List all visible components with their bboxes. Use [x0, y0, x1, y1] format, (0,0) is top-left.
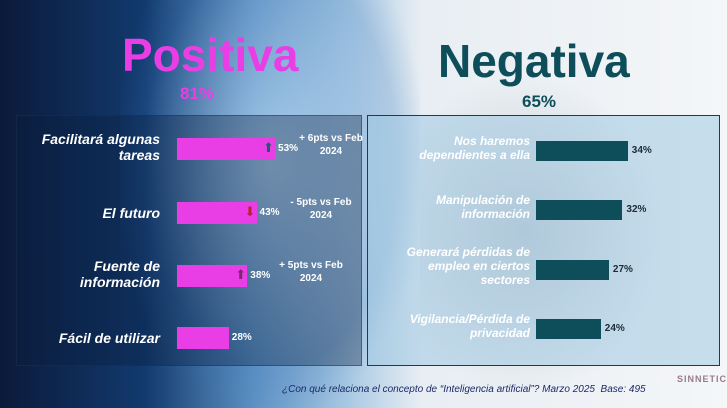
positive-total: 81% — [180, 84, 215, 103]
positive-value-label: 53% — [278, 143, 299, 154]
negative-title: Negativa — [438, 35, 630, 87]
negative-bar — [536, 141, 628, 161]
positive-value-label: 28% — [231, 332, 252, 343]
arrow-up-icon: ⬆ — [263, 140, 274, 155]
positive-bar — [177, 138, 276, 160]
negative-category-label: Nos haremos dependientes a ella — [419, 134, 530, 162]
change-label: - 5pts vs Feb 2024 — [290, 197, 352, 221]
negative-category-label: Manipulación de información — [435, 193, 530, 221]
negative-value-label: 27% — [612, 264, 633, 275]
arrow-up-icon: ⬆ — [235, 267, 247, 282]
negative-value-label: 34% — [631, 145, 652, 156]
negative-category-label: Generará pérdidas de empleo en ciertos s… — [406, 245, 530, 287]
change-label: + 5pts vs Feb 2024 — [279, 260, 343, 284]
positive-bar — [177, 265, 248, 287]
negative-category-label: Vigilancia/Pérdida de privacidad — [409, 312, 530, 340]
negative-bar — [536, 200, 623, 220]
negative-bar — [536, 319, 601, 339]
positive-bar — [177, 327, 229, 349]
footer-question: ¿Con qué relaciona el concepto de “Intel… — [282, 384, 646, 395]
positive-bar — [177, 202, 257, 224]
negative-total: 65% — [522, 92, 557, 111]
negative-bar — [536, 260, 609, 280]
positive-value-label: 43% — [259, 207, 280, 218]
change-label: + 6pts vs Feb 2024 — [299, 133, 363, 157]
positive-category-label: Fácil de utilizar — [58, 330, 160, 346]
footer-base: Base: 495 — [600, 384, 646, 395]
positive-title: Positiva — [122, 29, 299, 81]
positive-category-label: Fuente de información — [79, 258, 160, 291]
negative-value-label: 32% — [626, 204, 647, 215]
positive-value-label: 38% — [250, 270, 271, 281]
positive-category-label: Facilitará algunas tareas — [41, 131, 160, 164]
sinnetic-logo: SINNETIC — [677, 374, 727, 384]
positive-category-label: El futuro — [102, 205, 160, 221]
arrow-down-icon: ⬇ — [244, 204, 256, 219]
negative-value-label: 24% — [604, 323, 625, 334]
